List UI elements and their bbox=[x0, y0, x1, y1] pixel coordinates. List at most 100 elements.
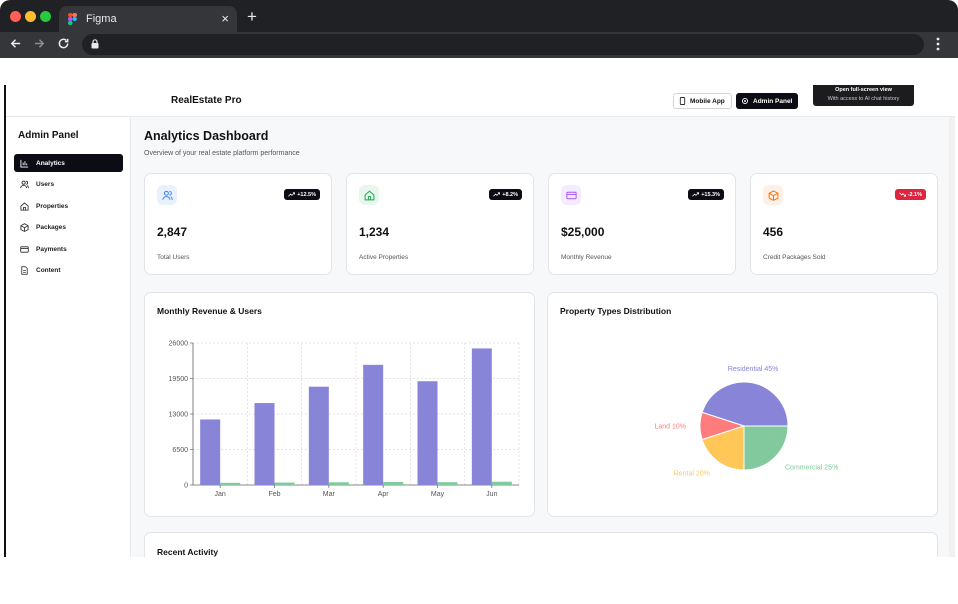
stat-value: $25,000 bbox=[561, 225, 605, 239]
users-icon bbox=[161, 190, 173, 200]
admin-panel-button[interactable]: Admin Panel bbox=[736, 93, 799, 109]
mobile-app-button[interactable]: Mobile App bbox=[673, 93, 732, 109]
pie-chart: Residential 45% Land 10% Rental 20% Commerc… bbox=[654, 366, 838, 477]
page-title: Analytics Dashboard bbox=[144, 129, 269, 143]
package-icon bbox=[768, 189, 778, 201]
sidebar-item-analytics[interactable]: Analytics bbox=[14, 154, 123, 172]
new-tab-button[interactable]: + bbox=[247, 7, 257, 26]
bar-revenue bbox=[308, 386, 329, 485]
trending-down-icon bbox=[898, 192, 906, 197]
scrollbar[interactable] bbox=[949, 117, 955, 557]
stat-icon-container bbox=[359, 185, 379, 205]
sidebar-title: Admin Panel bbox=[18, 130, 79, 141]
gear-icon bbox=[741, 97, 749, 105]
y-tick-label: 26000 bbox=[169, 341, 189, 348]
sidebar-item-label: Packages bbox=[36, 223, 66, 231]
top-navigation-bar: RealEstate Pro Mobile App Admin Panel Op… bbox=[6, 85, 955, 117]
stat-label: Total Users bbox=[157, 254, 190, 261]
tooltip-subtitle: With access to AI chat history bbox=[827, 96, 900, 102]
bar-users bbox=[491, 481, 512, 485]
sidebar-item-label: Users bbox=[36, 180, 55, 188]
bar-revenue bbox=[200, 419, 221, 485]
maximize-window-button[interactable] bbox=[40, 11, 51, 22]
bar-revenue bbox=[471, 348, 492, 485]
bar-users bbox=[437, 482, 458, 485]
revenue-users-chart-card: Monthly Revenue & Users 0 6500 13000 19500 2… bbox=[144, 292, 535, 517]
pie-label: Rental 20% bbox=[674, 470, 710, 477]
tab-title: Figma bbox=[86, 13, 117, 25]
sidebar-item-label: Properties bbox=[36, 202, 69, 210]
page-subtitle: Overview of your real estate platform pe… bbox=[144, 150, 300, 157]
back-icon[interactable] bbox=[9, 37, 22, 50]
bar-revenue bbox=[254, 403, 275, 485]
forward-icon[interactable] bbox=[33, 37, 46, 50]
recent-activity-card: Recent Activity bbox=[144, 532, 938, 557]
chart-title: Monthly Revenue & Users bbox=[157, 306, 262, 316]
pie-slice bbox=[701, 381, 789, 427]
smartphone-icon bbox=[679, 97, 686, 105]
trend-badge: +15.3% bbox=[688, 189, 724, 200]
property-types-chart-card: Property Types Distribution Residential … bbox=[547, 292, 938, 517]
browser-tab[interactable]: Figma × bbox=[59, 6, 237, 32]
pie-label: Residential 45% bbox=[728, 366, 779, 373]
trending-up-icon bbox=[692, 192, 700, 197]
menu-dots-icon[interactable] bbox=[936, 37, 940, 51]
brand-name: RealEstate Pro bbox=[171, 95, 242, 106]
trend-value: +12.5% bbox=[297, 191, 316, 198]
trending-up-icon bbox=[288, 192, 296, 197]
trend-value: +15.3% bbox=[701, 191, 720, 198]
bar-chart: 0 6500 13000 19500 26000 Jan Feb Mar Apr May Jun bbox=[169, 341, 520, 498]
app-viewport: RealEstate Pro Mobile App Admin Panel Op… bbox=[4, 85, 955, 557]
bar-chart-icon bbox=[20, 159, 29, 168]
stat-card-active-properties: +8.2% 1,234 Active Properties bbox=[346, 173, 534, 275]
close-tab-icon[interactable]: × bbox=[221, 11, 229, 26]
bar-revenue bbox=[363, 364, 384, 485]
stat-card-credit-packages: -2.1% 456 Credit Packages Sold bbox=[750, 173, 938, 275]
bar-users bbox=[274, 482, 295, 485]
x-tick-label: Mar bbox=[323, 491, 336, 498]
pie-label: Land 10% bbox=[654, 424, 686, 431]
pie-slice bbox=[701, 425, 745, 471]
sidebar-item-users[interactable]: Users bbox=[14, 175, 123, 193]
sidebar-item-content[interactable]: Content bbox=[14, 261, 123, 279]
y-tick-label: 0 bbox=[184, 483, 188, 490]
stat-card-monthly-revenue: +15.3% $25,000 Monthly Revenue bbox=[548, 173, 736, 275]
browser-toolbar bbox=[0, 32, 958, 58]
package-icon bbox=[20, 222, 29, 232]
credit-card-icon bbox=[565, 191, 577, 199]
admin-panel-label: Admin Panel bbox=[753, 97, 793, 105]
recent-activity-title: Recent Activity bbox=[157, 547, 219, 557]
trend-badge: -2.1% bbox=[894, 189, 926, 200]
minimize-window-button[interactable] bbox=[25, 11, 36, 22]
trend-value: +8.2% bbox=[502, 191, 518, 198]
sidebar-item-label: Payments bbox=[36, 245, 67, 253]
bar-users bbox=[328, 482, 349, 485]
pie-slice bbox=[743, 425, 789, 471]
bar-users bbox=[383, 481, 404, 485]
sidebar-item-label: Content bbox=[36, 266, 61, 274]
x-tick-label: Jun bbox=[486, 491, 497, 498]
stat-value: 1,234 bbox=[359, 225, 390, 239]
stat-card-total-users: +12.5% 2,847 Total Users bbox=[144, 173, 332, 275]
sidebar-item-payments[interactable]: Payments bbox=[14, 240, 123, 258]
close-window-button[interactable] bbox=[10, 11, 21, 22]
y-tick-label: 19500 bbox=[169, 376, 189, 383]
home-icon bbox=[364, 189, 374, 200]
stat-icon-container bbox=[157, 185, 177, 205]
trend-value: -2.1% bbox=[907, 191, 922, 198]
address-bar[interactable] bbox=[82, 34, 924, 55]
reload-icon[interactable] bbox=[57, 37, 70, 50]
bar-revenue bbox=[417, 381, 438, 485]
sidebar-item-packages[interactable]: Packages bbox=[14, 218, 123, 236]
stat-icon-container bbox=[561, 185, 581, 205]
stat-value: 2,847 bbox=[157, 225, 188, 239]
lock-icon bbox=[91, 39, 99, 49]
fullscreen-tooltip: Open full-screen view With access to AI … bbox=[813, 85, 914, 106]
x-tick-label: Apr bbox=[378, 491, 390, 498]
mobile-app-label: Mobile App bbox=[690, 97, 725, 105]
trending-up-icon bbox=[493, 192, 501, 197]
sidebar-item-properties[interactable]: Properties bbox=[14, 197, 123, 215]
main-content: Analytics Dashboard Overview of your rea… bbox=[131, 117, 949, 557]
y-tick-label: 13000 bbox=[169, 412, 189, 419]
stat-value: 456 bbox=[763, 225, 784, 239]
